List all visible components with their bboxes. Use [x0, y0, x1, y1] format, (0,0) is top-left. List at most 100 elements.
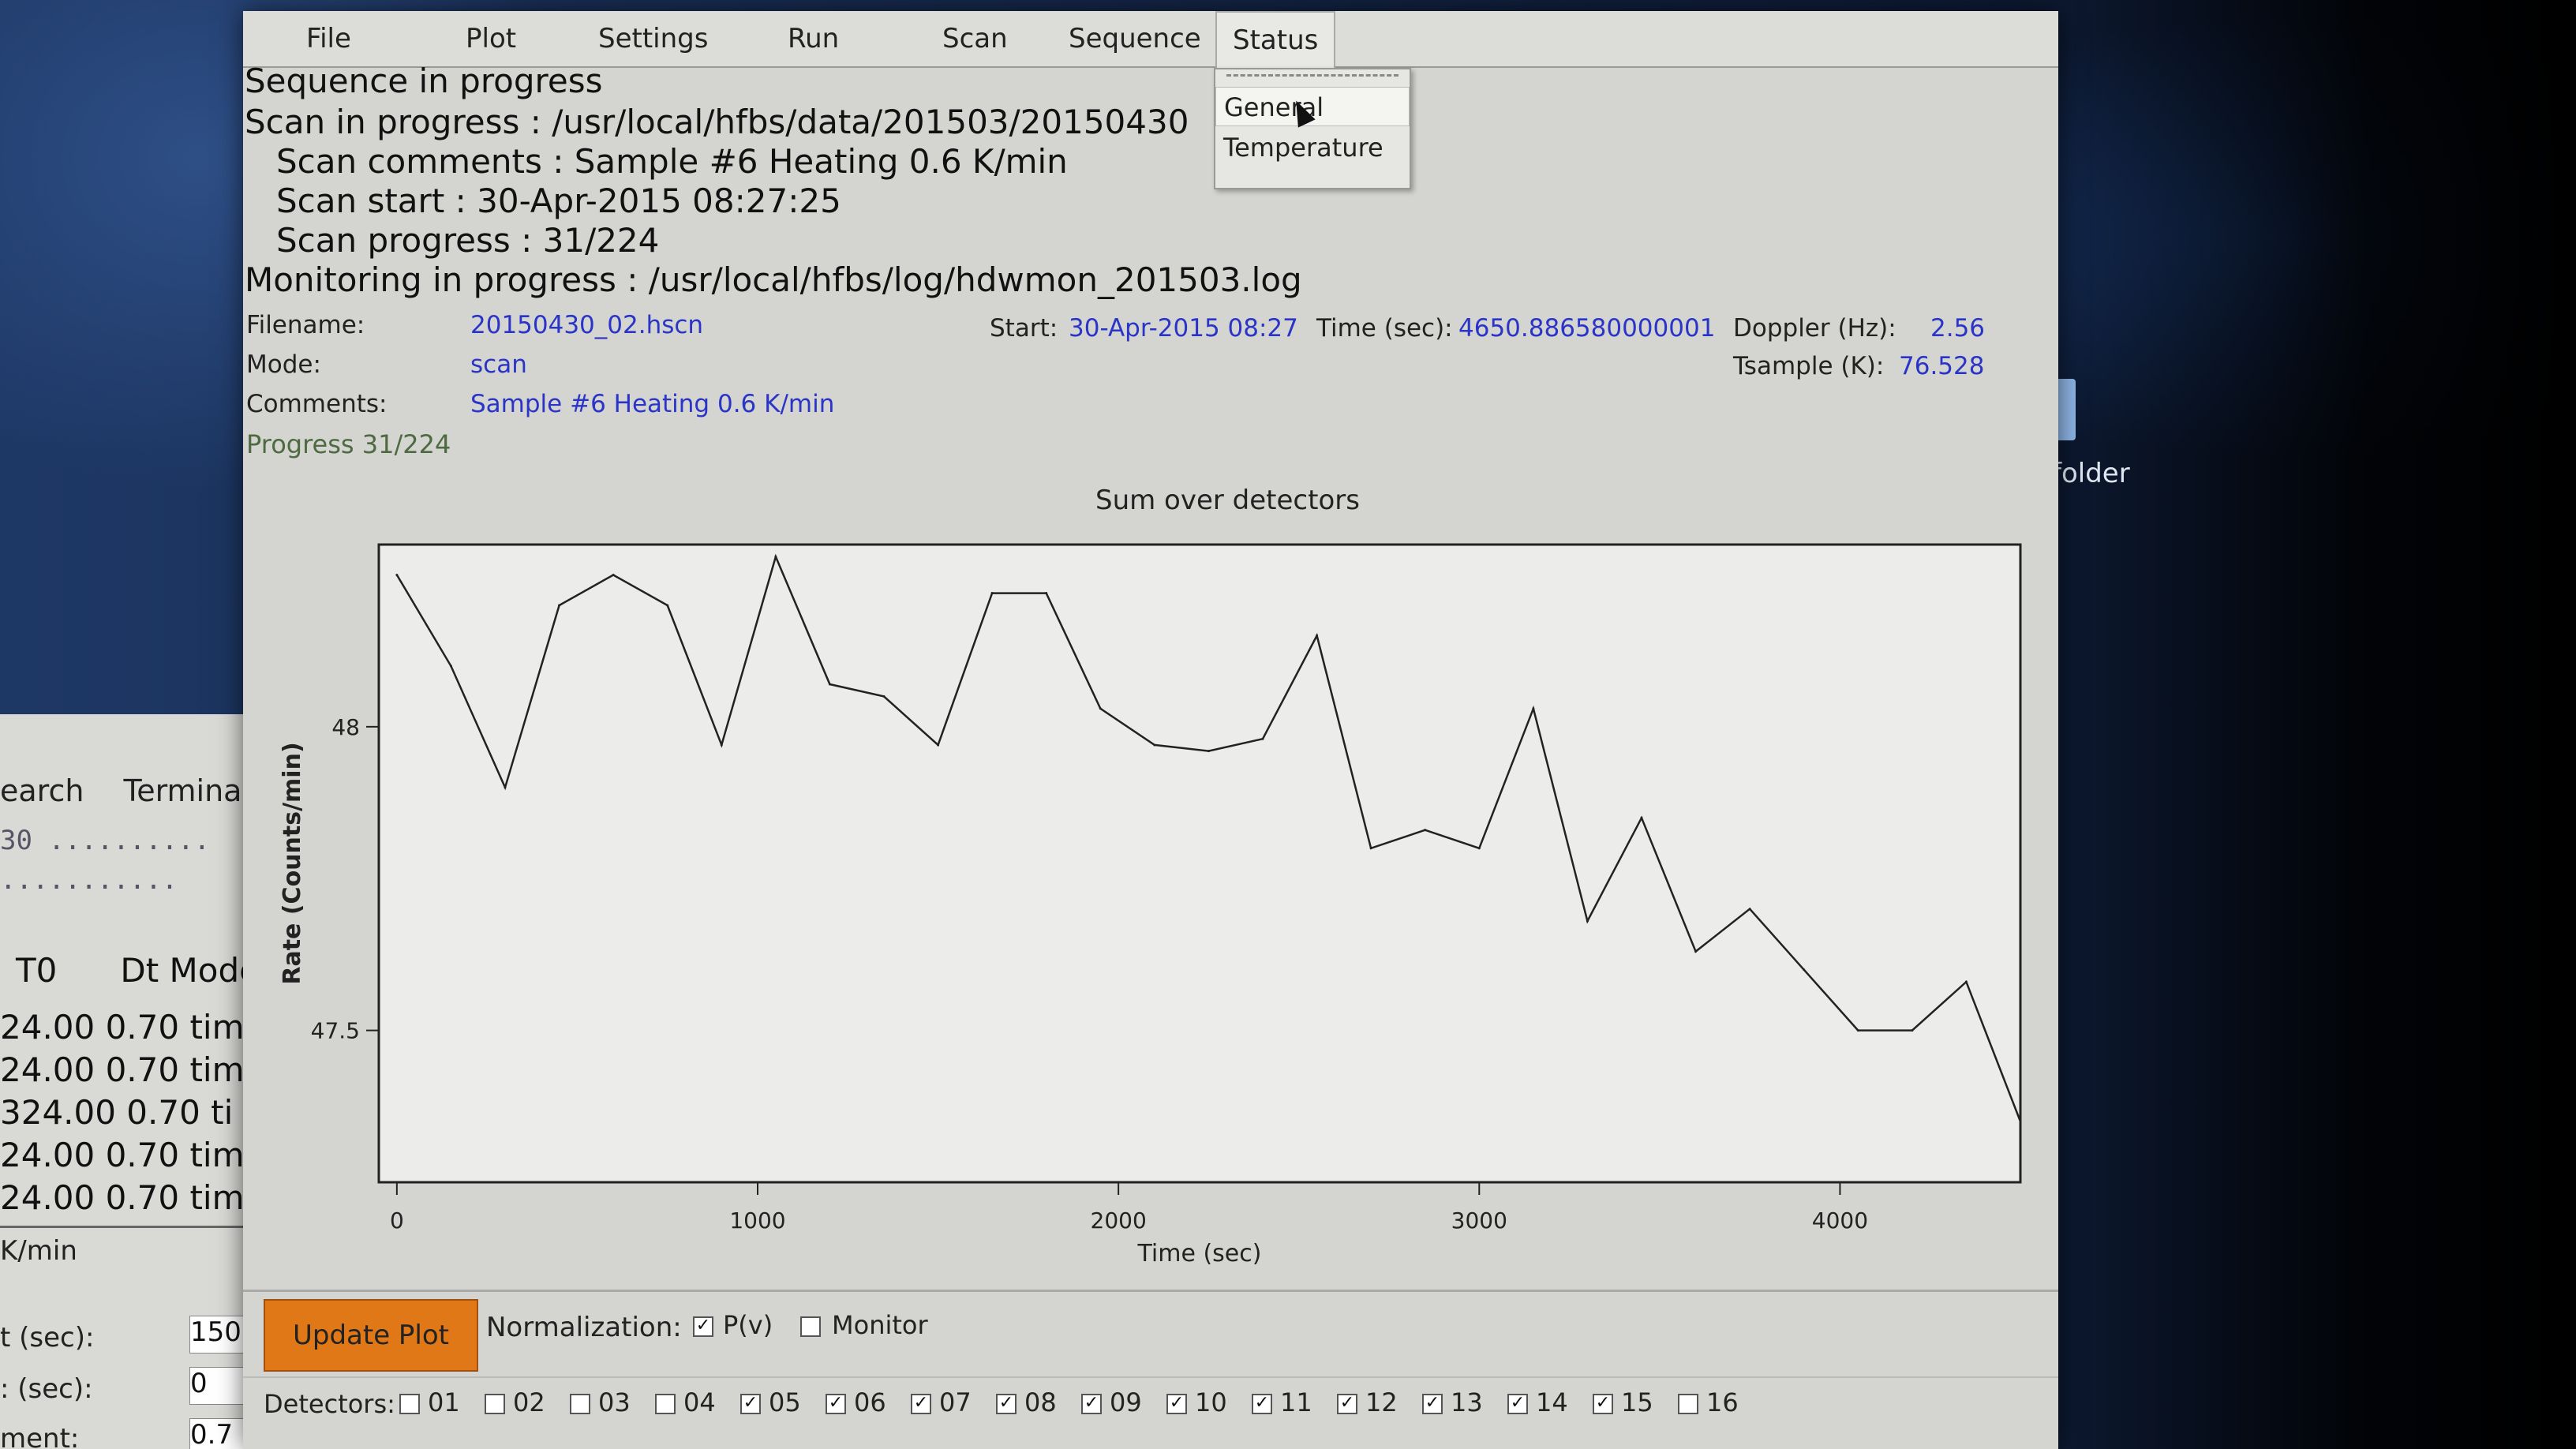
- data-point: [666, 604, 669, 607]
- table-row: 24.00 0.70 tim: [0, 1178, 245, 1217]
- menu-item-general[interactable]: General: [1215, 87, 1410, 126]
- detector-checkbox[interactable]: ✓: [1252, 1394, 1272, 1414]
- detector-checkbox[interactable]: [1678, 1394, 1698, 1414]
- folder-label[interactable]: folder: [2052, 458, 2130, 489]
- data-point: [1532, 707, 1535, 710]
- status-dropdown-menu: General Temperature: [1214, 68, 1411, 189]
- detector-label: 15: [1621, 1387, 1653, 1417]
- detector-label: 07: [939, 1387, 972, 1417]
- detector-label: 10: [1195, 1387, 1227, 1417]
- tsample-label: Tsample (K):: [1733, 352, 1885, 380]
- detector-checkbox[interactable]: ✓: [911, 1394, 931, 1414]
- bg-field-label: : (sec):: [0, 1373, 93, 1405]
- data-point: [558, 604, 561, 607]
- detector-checkbox[interactable]: ✓: [1166, 1394, 1187, 1414]
- menu-item-temperature[interactable]: Temperature: [1223, 133, 1383, 163]
- detector-label: 08: [1024, 1387, 1057, 1417]
- chart-title: Sum over detectors: [1095, 485, 1360, 516]
- data-point: [1316, 634, 1319, 637]
- bg-menu-terminal[interactable]: Terminal: [123, 773, 251, 808]
- menu-status[interactable]: Status: [1215, 11, 1336, 68]
- monitoring-status: Monitoring in progress : /usr/local/hfbs…: [245, 260, 1302, 299]
- data-point: [1803, 968, 1806, 972]
- data-point: [1911, 1029, 1914, 1032]
- data-point: [1424, 829, 1427, 832]
- scan-start: Scan start : 30-Apr-2015 08:27:25: [276, 182, 841, 220]
- x-tick-label: 0: [390, 1208, 404, 1234]
- detector-label: 01: [428, 1387, 460, 1417]
- scan-progress: Scan progress : 31/224: [276, 221, 660, 260]
- data-point: [1748, 908, 1751, 911]
- x-tick-label: 2000: [1091, 1208, 1147, 1234]
- filename-value: 20150430_02.hscn: [470, 311, 704, 339]
- x-tick-label: 4000: [1812, 1208, 1868, 1234]
- detector-label: 04: [683, 1387, 716, 1417]
- bg-field-input[interactable]: 0: [189, 1367, 253, 1405]
- detector-label: 09: [1110, 1387, 1142, 1417]
- controls-divider: [243, 1290, 2058, 1292]
- data-point: [1856, 1029, 1859, 1032]
- menu-settings[interactable]: Settings: [598, 23, 709, 54]
- detector-checkbox[interactable]: ✓: [826, 1394, 846, 1414]
- x-tick-label: 3000: [1451, 1208, 1507, 1234]
- monitor-checkbox[interactable]: [800, 1316, 821, 1337]
- time-value: 4650.886580000001: [1458, 314, 1716, 343]
- mode-value: scan: [470, 350, 527, 379]
- tsample-value: 76.528: [1899, 352, 1985, 380]
- x-axis-label: Time (sec): [1137, 1240, 1262, 1266]
- menubar: File Plot Settings Run Scan Sequence Sta…: [243, 11, 2058, 68]
- data-point: [1207, 750, 1210, 753]
- menu-file[interactable]: File: [306, 23, 351, 54]
- detectors-divider: [243, 1376, 2058, 1378]
- detector-checkbox[interactable]: [399, 1394, 420, 1414]
- monitor-label: Monitor: [832, 1310, 928, 1340]
- bg-field-label: t (sec):: [0, 1322, 95, 1354]
- bg-field-input[interactable]: 150: [189, 1316, 253, 1354]
- detector-checkbox[interactable]: ✓: [1593, 1394, 1613, 1414]
- table-row: 24.00 0.70 tim: [0, 1050, 245, 1089]
- menu-run[interactable]: Run: [788, 23, 840, 54]
- detector-checkbox[interactable]: ✓: [1507, 1394, 1528, 1414]
- detector-label: 14: [1536, 1387, 1568, 1417]
- data-point: [937, 743, 940, 747]
- doppler-label: Doppler (Hz):: [1733, 314, 1896, 343]
- menu-sequence[interactable]: Sequence: [1069, 23, 1201, 54]
- detector-checkbox[interactable]: [485, 1394, 505, 1414]
- data-point: [1099, 707, 1102, 710]
- menu-plot[interactable]: Plot: [466, 23, 517, 54]
- bg-prompt-line: 30 ..........: [0, 825, 211, 856]
- background-terminal-window[interactable]: earch Terminal 30 .......... ........... …: [0, 714, 253, 1449]
- detector-checkbox[interactable]: ✓: [996, 1394, 1017, 1414]
- data-point: [774, 555, 777, 558]
- detector-checkbox[interactable]: [655, 1394, 676, 1414]
- bg-dots-line: ...........: [0, 864, 178, 896]
- detector-label: 16: [1706, 1387, 1739, 1417]
- y-axis-label: Rate (Counts/min): [279, 742, 306, 984]
- data-point: [1694, 950, 1698, 953]
- data-point: [1964, 980, 1968, 983]
- menu-scan[interactable]: Scan: [942, 23, 1008, 54]
- pv-checkbox[interactable]: ✓: [693, 1316, 713, 1337]
- detector-checkbox[interactable]: ✓: [1081, 1394, 1102, 1414]
- bg-menu-search[interactable]: earch: [0, 773, 84, 808]
- y-tick-label: 48: [331, 714, 360, 740]
- detector-checkbox[interactable]: ✓: [1337, 1394, 1357, 1414]
- detector-checkbox[interactable]: [570, 1394, 590, 1414]
- rate-chart[interactable]: 0 1000 2000 3000 4000 47.5 48 Time (sec) Rate (C…: [243, 516, 2058, 1266]
- bg-field-input[interactable]: 0.7: [189, 1418, 253, 1449]
- detector-label: 11: [1280, 1387, 1312, 1417]
- update-plot-button[interactable]: Update Plot: [264, 1299, 478, 1372]
- pv-label: P(v): [723, 1310, 773, 1340]
- table-row: 324.00 0.70 ti: [0, 1093, 234, 1132]
- table-row: 24.00 0.70 tim: [0, 1008, 245, 1046]
- hfbs-main-window[interactable]: File Plot Settings Run Scan Sequence Sta…: [243, 11, 2058, 1449]
- data-point: [1640, 816, 1643, 819]
- detector-checkbox[interactable]: ✓: [1422, 1394, 1443, 1414]
- tearoff-line[interactable]: [1226, 74, 1398, 77]
- scan-status: Scan in progress : /usr/local/hfbs/data/…: [245, 103, 1189, 141]
- progress-text: Progress 31/224: [246, 429, 451, 459]
- detector-checkbox[interactable]: ✓: [740, 1394, 761, 1414]
- detector-label: 06: [854, 1387, 886, 1417]
- data-point: [882, 695, 886, 698]
- detector-label: 03: [598, 1387, 631, 1417]
